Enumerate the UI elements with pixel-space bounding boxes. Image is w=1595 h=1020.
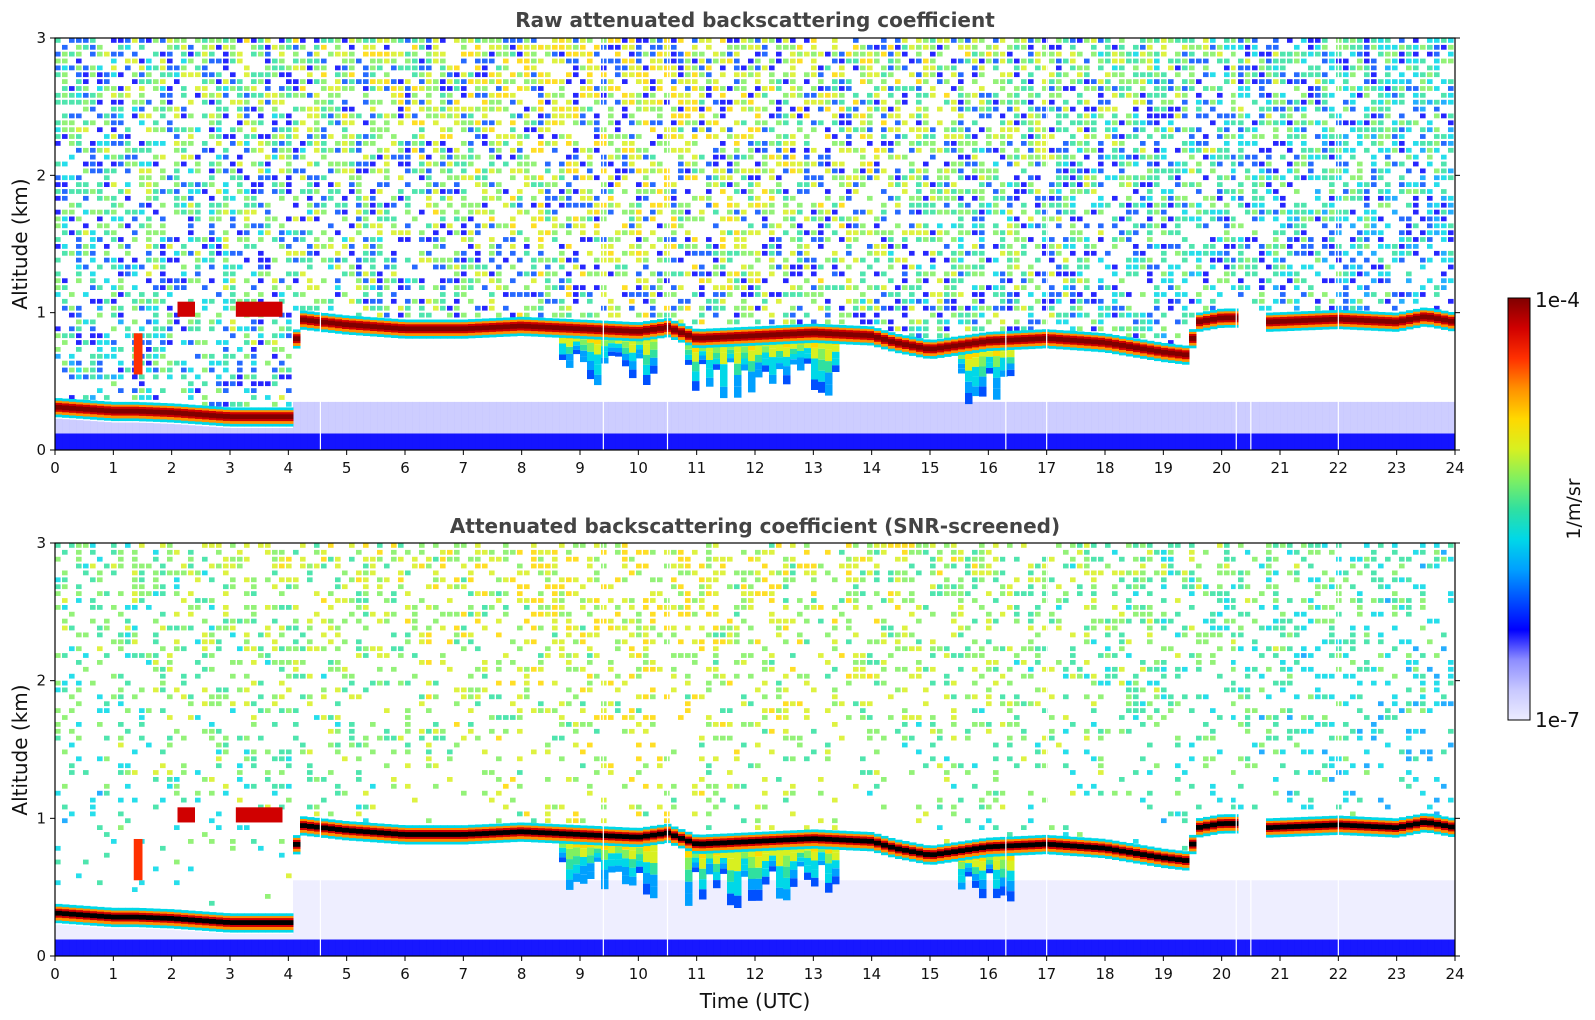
y-tick-label: 0 [36, 947, 46, 965]
noise-speckle [55, 543, 1454, 906]
heatmap-screened [55, 543, 1455, 956]
x-tick-label: 8 [517, 965, 527, 983]
x-axis-label: Time (UTC) [699, 989, 811, 1013]
colorbar-unit-label: 1/m/sr [1563, 478, 1585, 539]
x-tick-label: 5 [342, 459, 352, 477]
x-tick-label: 15 [920, 459, 939, 477]
x-tick-label: 20 [1212, 459, 1231, 477]
x-tick-label: 19 [1154, 965, 1173, 983]
x-tick-label: 16 [979, 459, 998, 477]
x-tick-label: 9 [575, 965, 585, 983]
y-tick-label: 0 [36, 441, 46, 459]
x-axis-raw: 0 1 2 3 4 5 6 7 8 9 10 11 12 13 14 15 16 17 18 19 20 21 22 23 24 [50, 450, 1465, 477]
y-tick-label: 2 [36, 166, 46, 184]
heatmap-raw [55, 38, 1455, 450]
boundary-layer-band [55, 401, 1455, 450]
x-tick-label: 21 [1270, 965, 1289, 983]
y-tick-label: 2 [36, 672, 46, 690]
x-tick-label: 10 [629, 459, 648, 477]
y-axis-raw: 0 1 2 3 [36, 29, 1460, 459]
x-tick-label: 11 [687, 459, 706, 477]
colorbar: 1e-4 1e-7 1/m/sr [1507, 288, 1585, 732]
x-tick-label: 8 [517, 459, 527, 477]
x-tick-label: 22 [1329, 965, 1348, 983]
cloud-fragment [177, 807, 195, 823]
cloud-fragment [235, 301, 283, 317]
y-axis-label-screened: Altitude (km) [8, 684, 32, 815]
x-tick-label: 10 [629, 965, 648, 983]
x-tick-label: 1 [109, 459, 119, 477]
cloud-layer [55, 813, 1455, 933]
x-tick-label: 7 [459, 965, 469, 983]
x-tick-label: 2 [167, 459, 177, 477]
x-tick-label: 24 [1445, 965, 1464, 983]
x-tick-label: 22 [1329, 459, 1348, 477]
cloud-fragment [133, 838, 143, 881]
y-tick-label: 3 [36, 534, 46, 552]
x-tick-label: 23 [1387, 965, 1406, 983]
x-tick-label: 6 [400, 965, 410, 983]
x-tick-label: 14 [862, 459, 881, 477]
x-tick-label: 19 [1154, 459, 1173, 477]
x-tick-label: 11 [687, 965, 706, 983]
x-tick-label: 17 [1037, 459, 1056, 477]
colorbar-gradient [1507, 297, 1531, 721]
x-tick-label: 0 [50, 459, 60, 477]
x-tick-label: 4 [284, 965, 294, 983]
x-tick-label: 3 [225, 459, 235, 477]
cloud-fragment [235, 807, 283, 823]
y-tick-label: 3 [36, 29, 46, 47]
panel-raw-title: Raw attenuated backscattering coefficien… [515, 8, 995, 32]
x-tick-label: 4 [284, 459, 294, 477]
x-tick-label: 14 [862, 965, 881, 983]
x-tick-label: 6 [400, 459, 410, 477]
panel-raw: Raw attenuated backscattering coefficien… [8, 8, 1465, 477]
colorbar-min-label: 1e-7 [1535, 708, 1580, 732]
x-tick-label: 16 [979, 965, 998, 983]
x-tick-label: 5 [342, 965, 352, 983]
x-tick-label: 9 [575, 459, 585, 477]
x-tick-label: 23 [1387, 459, 1406, 477]
x-tick-label: 0 [50, 965, 60, 983]
cloud-fragment [133, 333, 143, 375]
panel-screened: Attenuated backscattering coefficient (S… [8, 514, 1465, 1013]
y-tick-label: 1 [36, 809, 46, 827]
x-tick-label: 13 [804, 459, 823, 477]
x-tick-label: 17 [1037, 965, 1056, 983]
x-tick-label: 7 [459, 459, 469, 477]
noise-speckle [55, 38, 1454, 407]
x-tick-label: 21 [1270, 459, 1289, 477]
y-axis-screened: 0 1 2 3 [36, 534, 1460, 965]
cloud-fragment [177, 301, 195, 317]
x-tick-label: 24 [1445, 459, 1464, 477]
panel-screened-title: Attenuated backscattering coefficient (S… [450, 514, 1060, 538]
x-tick-label: 12 [745, 459, 764, 477]
x-tick-label: 18 [1095, 459, 1114, 477]
y-tick-label: 1 [36, 304, 46, 322]
x-tick-label: 15 [920, 965, 939, 983]
x-tick-label: 12 [745, 965, 764, 983]
x-tick-label: 3 [225, 965, 235, 983]
x-tick-label: 2 [167, 965, 177, 983]
virga-streaks [559, 332, 1015, 405]
x-tick-label: 1 [109, 965, 119, 983]
x-axis-screened: 0 1 2 3 4 5 6 7 8 9 10 11 12 13 14 15 16 17 18 19 20 21 22 23 24 [50, 956, 1465, 983]
colorbar-max-label: 1e-4 [1535, 288, 1580, 312]
y-axis-label-raw: Altitude (km) [8, 178, 32, 309]
boundary-layer-band [55, 880, 1455, 956]
x-tick-label: 18 [1095, 965, 1114, 983]
x-tick-label: 20 [1212, 965, 1231, 983]
x-tick-label: 13 [804, 965, 823, 983]
